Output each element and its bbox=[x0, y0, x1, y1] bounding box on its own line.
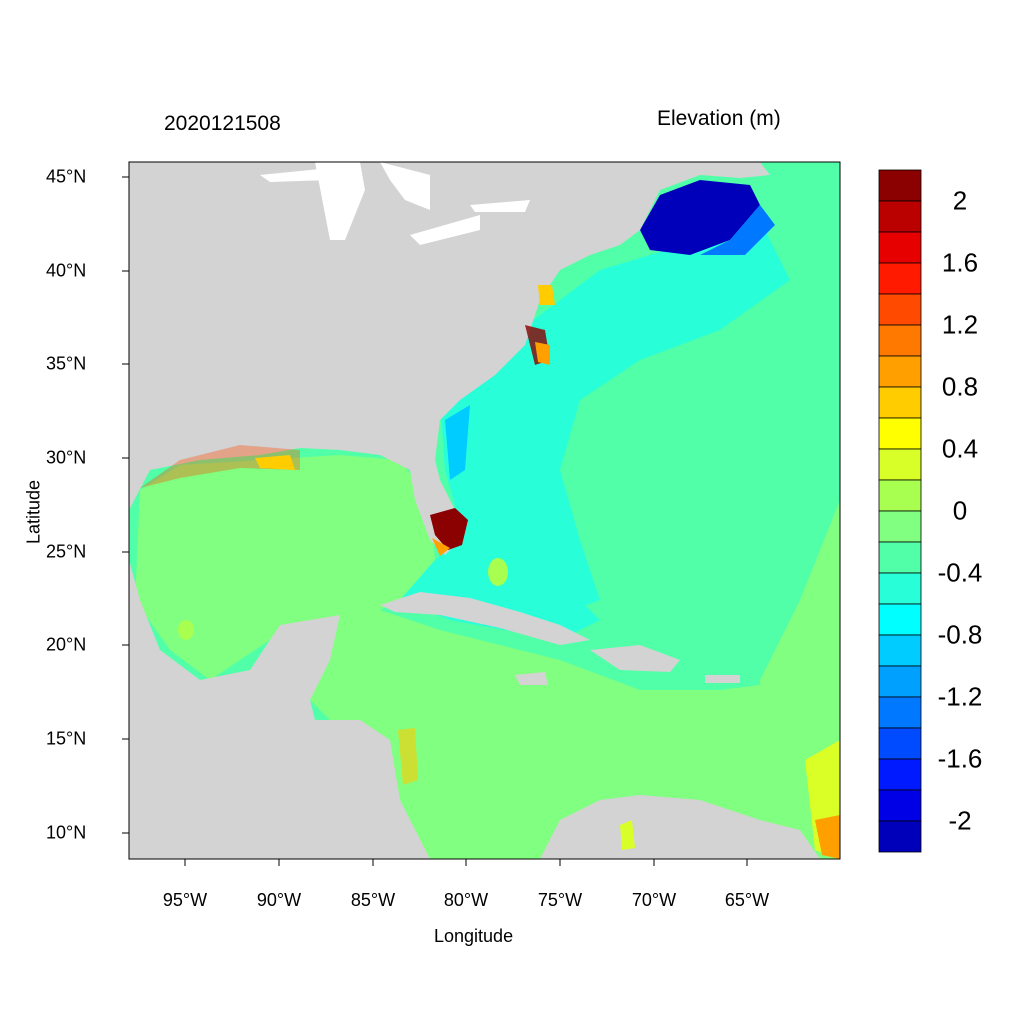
y-tick-label: 25°N bbox=[46, 541, 87, 562]
x-axis-label: Longitude bbox=[434, 926, 514, 946]
colorbar-label: -0.4 bbox=[937, 557, 983, 588]
x-tick-label: 70°W bbox=[631, 890, 677, 910]
colorbar-swatch bbox=[878, 665, 922, 698]
lake-michigan bbox=[315, 162, 365, 240]
colorbar-swatch bbox=[878, 169, 922, 202]
open-atlantic-patch bbox=[660, 432, 720, 520]
y-tick-label: 10°N bbox=[46, 822, 87, 843]
gulf-and-caribbean bbox=[135, 455, 840, 859]
x-tick-label: 65°W bbox=[724, 890, 770, 910]
colorbar bbox=[878, 169, 922, 853]
colorbar-swatch bbox=[878, 727, 922, 760]
atlantic-shelf bbox=[440, 220, 790, 630]
timestamp-title: 2020121508 bbox=[164, 112, 281, 135]
y-tick-label: 35°N bbox=[46, 353, 87, 374]
colorbar-swatch bbox=[878, 200, 922, 233]
colorbar-label: 0.8 bbox=[941, 371, 979, 402]
hispaniola-land bbox=[590, 645, 680, 672]
colorbar-swatch bbox=[878, 789, 922, 822]
colorbar-label: 0.4 bbox=[941, 433, 979, 464]
variable-title: Elevation (m) bbox=[657, 107, 781, 130]
y-tick-label: 45°N bbox=[46, 166, 87, 187]
colorbar-swatch bbox=[878, 448, 922, 481]
y-tick-label: 20°N bbox=[46, 634, 87, 655]
colorbar-swatch bbox=[878, 324, 922, 357]
north-america-land bbox=[129, 162, 770, 555]
x-tick-label: 95°W bbox=[162, 890, 208, 910]
gulf-of-maine-low bbox=[640, 180, 760, 255]
colorbar-swatch bbox=[878, 572, 922, 605]
south-florida-high bbox=[430, 508, 468, 550]
colorbar-swatch bbox=[878, 758, 922, 791]
colorbar-label: 0 bbox=[952, 495, 968, 526]
cuba-land bbox=[380, 592, 590, 645]
colorbar-swatch bbox=[878, 417, 922, 450]
colorbar-swatch bbox=[878, 355, 922, 388]
colorbar-swatch bbox=[878, 293, 922, 326]
colorbar-swatch bbox=[878, 479, 922, 512]
colorbar-label: 1.2 bbox=[941, 309, 979, 340]
x-tick-label: 75°W bbox=[537, 890, 583, 910]
colorbar-label: -1.2 bbox=[937, 681, 983, 712]
colorbar-label: -1.6 bbox=[937, 743, 983, 774]
colorbar-swatch bbox=[878, 820, 922, 853]
colorbar-swatch bbox=[878, 603, 922, 636]
y-tick-label: 15°N bbox=[46, 728, 87, 749]
x-tick-label: 90°W bbox=[256, 890, 302, 910]
colorbar-swatch bbox=[878, 696, 922, 729]
map-frame bbox=[128, 161, 841, 860]
x-tick-marks bbox=[184, 859, 748, 866]
colorbar-swatch bbox=[878, 262, 922, 295]
south-america-land bbox=[540, 795, 820, 859]
colorbar-label: -0.8 bbox=[937, 619, 983, 650]
colorbar-swatch bbox=[878, 386, 922, 419]
y-tick-label: 30°N bbox=[46, 447, 87, 468]
central-america-land bbox=[129, 560, 430, 859]
colorbar-swatch bbox=[878, 510, 922, 543]
y-axis-label: Latitude bbox=[23, 479, 44, 545]
y-tick-marks bbox=[122, 176, 129, 834]
colorbar-swatch bbox=[878, 231, 922, 264]
x-tick-label: 80°W bbox=[443, 890, 489, 910]
colorbar-label: -2 bbox=[948, 805, 972, 836]
colorbar-swatch bbox=[878, 541, 922, 574]
colorbar-label: 1.6 bbox=[941, 247, 979, 278]
y-tick-label: 40°N bbox=[46, 260, 87, 281]
colorbar-swatch bbox=[878, 634, 922, 667]
x-tick-label: 85°W bbox=[350, 890, 396, 910]
colorbar-label: 2 bbox=[952, 185, 968, 216]
